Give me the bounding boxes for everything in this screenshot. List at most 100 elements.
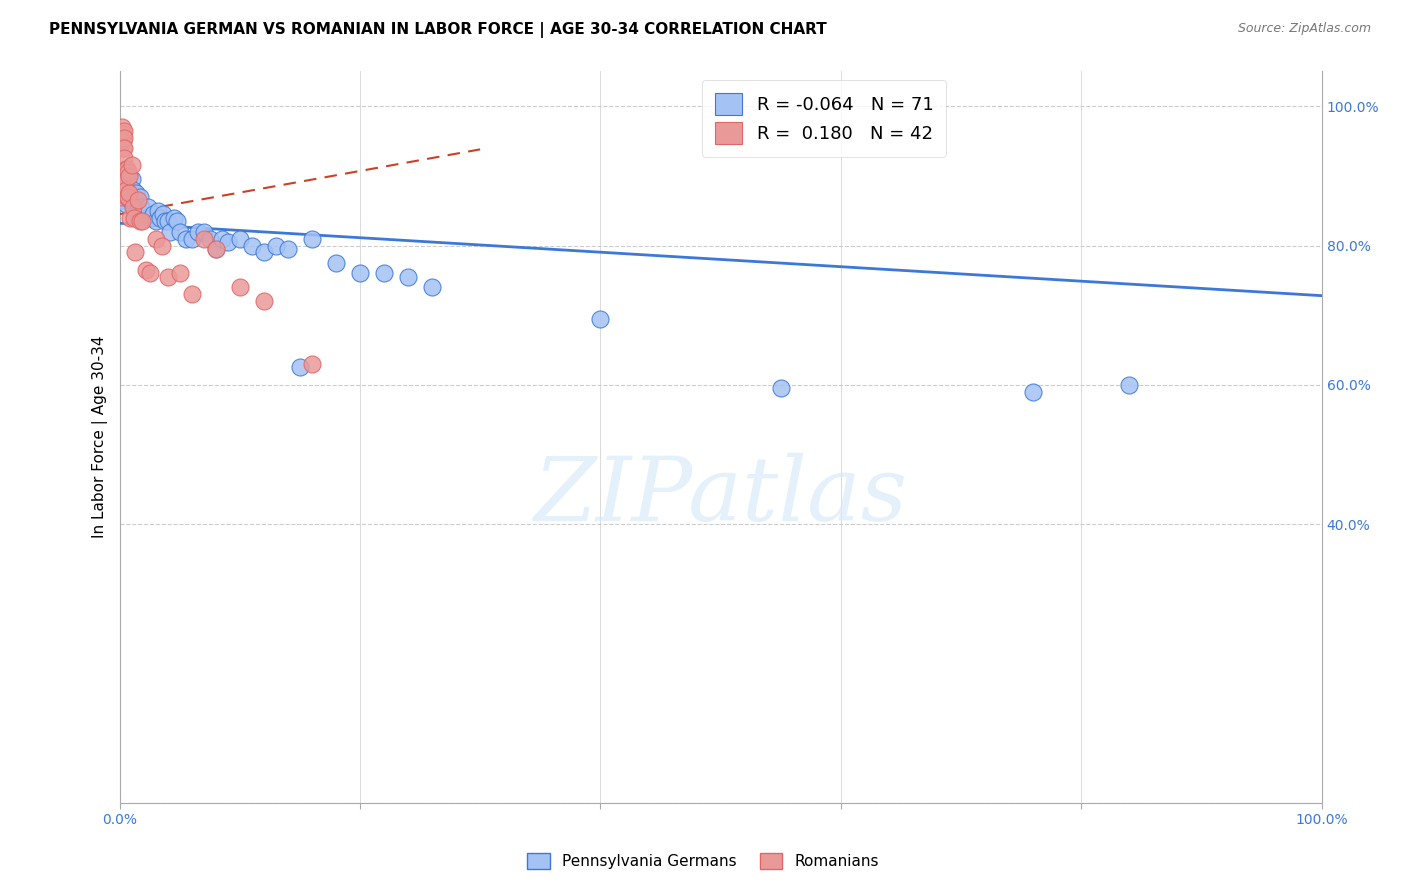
Point bbox=[139, 211, 162, 225]
Point bbox=[121, 172, 143, 186]
Point bbox=[122, 190, 145, 204]
Point bbox=[114, 196, 136, 211]
Point bbox=[138, 266, 160, 280]
Point bbox=[180, 231, 202, 245]
Point bbox=[228, 280, 252, 294]
Point bbox=[115, 190, 138, 204]
Point bbox=[349, 266, 371, 280]
Point bbox=[110, 190, 132, 204]
Point bbox=[115, 161, 138, 176]
Point bbox=[121, 183, 143, 197]
Point bbox=[114, 172, 136, 186]
Point bbox=[127, 196, 149, 211]
Point bbox=[264, 238, 287, 252]
Point bbox=[145, 231, 167, 245]
Point bbox=[121, 200, 143, 214]
Point bbox=[111, 120, 134, 134]
Point bbox=[114, 186, 136, 201]
Point bbox=[118, 169, 141, 183]
Point bbox=[131, 214, 153, 228]
Point bbox=[193, 225, 215, 239]
Point bbox=[124, 245, 146, 260]
Point bbox=[169, 225, 191, 239]
Point bbox=[124, 196, 146, 211]
Point bbox=[174, 231, 197, 245]
Point bbox=[169, 266, 191, 280]
Point bbox=[142, 207, 165, 221]
Point bbox=[204, 242, 226, 256]
Point bbox=[198, 231, 221, 245]
Point bbox=[112, 130, 135, 145]
Point bbox=[112, 123, 135, 137]
Point bbox=[125, 186, 148, 201]
Text: Source: ZipAtlas.com: Source: ZipAtlas.com bbox=[1237, 22, 1371, 36]
Point bbox=[118, 169, 141, 183]
Point bbox=[121, 186, 143, 201]
Point bbox=[150, 238, 173, 252]
Point bbox=[121, 193, 143, 207]
Text: ZIPatlas: ZIPatlas bbox=[533, 452, 908, 539]
Point bbox=[420, 280, 443, 294]
Point bbox=[117, 172, 139, 186]
Point bbox=[129, 214, 152, 228]
Point bbox=[117, 165, 139, 179]
Point bbox=[110, 183, 132, 197]
Point bbox=[112, 190, 135, 204]
Point bbox=[187, 225, 209, 239]
Point bbox=[131, 207, 153, 221]
Y-axis label: In Labor Force | Age 30-34: In Labor Force | Age 30-34 bbox=[93, 335, 108, 539]
Point bbox=[153, 214, 176, 228]
Point bbox=[288, 360, 311, 375]
Point bbox=[204, 242, 226, 256]
Point bbox=[115, 179, 138, 194]
Point bbox=[112, 127, 135, 141]
Point bbox=[118, 183, 141, 197]
Point bbox=[112, 193, 135, 207]
Point bbox=[112, 176, 135, 190]
Point bbox=[166, 214, 188, 228]
Point bbox=[253, 245, 276, 260]
Point bbox=[159, 225, 181, 239]
Point bbox=[111, 186, 134, 201]
Point bbox=[110, 183, 132, 197]
Point bbox=[769, 381, 792, 395]
Point bbox=[111, 134, 134, 148]
Point bbox=[228, 231, 252, 245]
Point bbox=[149, 211, 172, 225]
Point bbox=[145, 214, 167, 228]
Point bbox=[129, 200, 152, 214]
Point bbox=[129, 190, 152, 204]
Point bbox=[121, 158, 143, 172]
Legend: Pennsylvania Germans, Romanians: Pennsylvania Germans, Romanians bbox=[520, 847, 886, 875]
Point bbox=[117, 183, 139, 197]
Point bbox=[301, 357, 323, 371]
Point bbox=[112, 169, 135, 183]
Point bbox=[120, 186, 142, 201]
Point bbox=[277, 242, 299, 256]
Point bbox=[112, 152, 135, 166]
Point bbox=[240, 238, 263, 252]
Point bbox=[373, 266, 395, 280]
Point bbox=[146, 203, 169, 218]
Point bbox=[122, 200, 145, 214]
Point bbox=[114, 161, 136, 176]
Point bbox=[180, 287, 202, 301]
Point bbox=[132, 203, 155, 218]
Point bbox=[1022, 384, 1045, 399]
Point bbox=[152, 207, 174, 221]
Point bbox=[1118, 377, 1140, 392]
Point bbox=[112, 141, 135, 155]
Point bbox=[325, 256, 347, 270]
Point bbox=[589, 311, 612, 326]
Point bbox=[124, 207, 146, 221]
Point bbox=[112, 134, 135, 148]
Legend: R = -0.064   N = 71, R =  0.180   N = 42: R = -0.064 N = 71, R = 0.180 N = 42 bbox=[703, 80, 946, 157]
Point bbox=[112, 141, 135, 155]
Point bbox=[301, 231, 323, 245]
Point bbox=[111, 127, 134, 141]
Point bbox=[156, 269, 179, 284]
Point bbox=[138, 200, 160, 214]
Point bbox=[112, 169, 135, 183]
Point bbox=[114, 183, 136, 197]
Point bbox=[396, 269, 419, 284]
